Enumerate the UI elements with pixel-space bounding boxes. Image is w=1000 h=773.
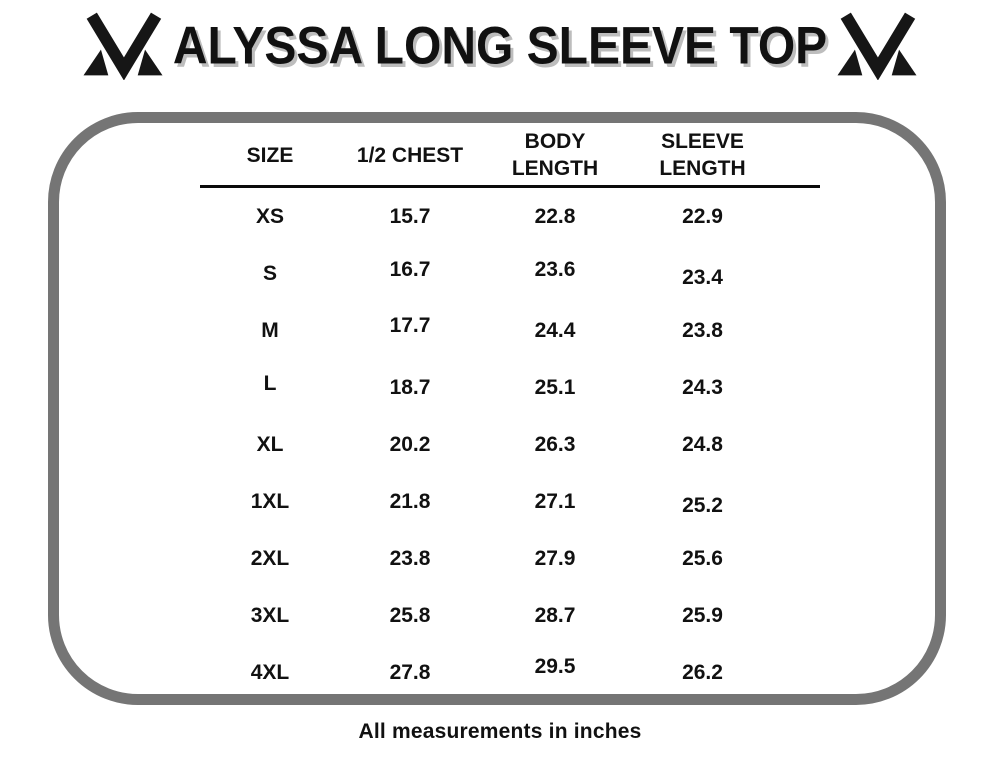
title-row: ALYSSA LONG SLEEVE TOP — [0, 12, 1000, 80]
cell-body-length: 25.1 — [534, 375, 576, 399]
table-row: L 18.7 25.1 24.3 — [200, 359, 820, 416]
table-row: 4XL 27.8 29.5 26.2 — [200, 644, 820, 701]
size-chart-table: SIZE 1/2 CHEST BODY LENGTH SLEEVE LENGTH… — [200, 128, 820, 701]
header-divider-line — [200, 185, 820, 188]
cell-sleeve-length: 24.3 — [682, 375, 723, 399]
cell-sleeve-length: 24.8 — [682, 432, 723, 456]
table-row: M 17.7 24.4 23.8 — [200, 302, 820, 359]
cell-body-length: 23.6 — [534, 257, 576, 281]
column-header-body-length: BODY LENGTH — [511, 130, 599, 181]
cell-sleeve-length: 25.6 — [682, 546, 723, 570]
cell-half-chest: 27.8 — [389, 660, 431, 684]
cell-half-chest: 25.8 — [389, 603, 431, 627]
cell-half-chest: 16.7 — [389, 257, 431, 281]
table-body: XS 15.7 22.8 22.9 S 16.7 23.6 23.4 M 17.… — [200, 188, 820, 701]
cell-size: 4XL — [250, 660, 290, 684]
brand-m-monogram-icon — [83, 12, 163, 80]
cell-sleeve-length: 22.9 — [682, 204, 723, 228]
cell-sleeve-length: 23.4 — [682, 265, 723, 289]
table-row: 1XL 21.8 27.1 25.2 — [200, 473, 820, 530]
cell-body-length: 26.3 — [534, 432, 576, 456]
cell-body-length: 29.5 — [534, 654, 576, 678]
table-header-row: SIZE 1/2 CHEST BODY LENGTH SLEEVE LENGTH — [200, 128, 820, 182]
cell-size: XL — [256, 432, 284, 456]
cell-size: XS — [255, 204, 284, 228]
table-row: 3XL 25.8 28.7 25.9 — [200, 587, 820, 644]
table-row: S 16.7 23.6 23.4 — [200, 245, 820, 302]
cell-body-length: 22.8 — [534, 204, 576, 228]
cell-half-chest: 17.7 — [389, 313, 431, 337]
column-header-size: SIZE — [246, 143, 294, 167]
cell-half-chest: 20.2 — [389, 432, 431, 456]
page-title: ALYSSA LONG SLEEVE TOP — [172, 16, 828, 76]
cell-sleeve-length: 26.2 — [682, 660, 723, 684]
table-row: 2XL 23.8 27.9 25.6 — [200, 530, 820, 587]
cell-sleeve-length: 23.8 — [682, 318, 723, 342]
table-row: XL 20.2 26.3 24.8 — [200, 416, 820, 473]
cell-body-length: 27.1 — [534, 489, 576, 513]
cell-half-chest: 15.7 — [389, 204, 431, 228]
cell-size: 1XL — [250, 489, 290, 513]
cell-sleeve-length: 25.9 — [682, 603, 723, 627]
cell-size: 3XL — [250, 603, 290, 627]
table-row: XS 15.7 22.8 22.9 — [200, 188, 820, 245]
column-header-sleeve-length: SLEEVE LENGTH — [659, 130, 746, 181]
cell-size: M — [261, 318, 279, 342]
brand-m-monogram-icon — [837, 12, 917, 80]
cell-body-length: 28.7 — [534, 603, 576, 627]
cell-sleeve-length: 25.2 — [682, 493, 723, 517]
measurements-note: All measurements in inches — [358, 720, 642, 743]
cell-half-chest: 21.8 — [389, 489, 431, 513]
size-chart-panel — [48, 112, 946, 705]
cell-size: S — [262, 261, 277, 285]
cell-size: L — [263, 371, 277, 395]
cell-body-length: 24.4 — [534, 318, 576, 342]
cell-half-chest: 23.8 — [389, 546, 431, 570]
cell-size: 2XL — [250, 546, 290, 570]
column-header-half-chest: 1/2 CHEST — [356, 143, 464, 167]
cell-half-chest: 18.7 — [389, 375, 431, 399]
cell-body-length: 27.9 — [534, 546, 576, 570]
